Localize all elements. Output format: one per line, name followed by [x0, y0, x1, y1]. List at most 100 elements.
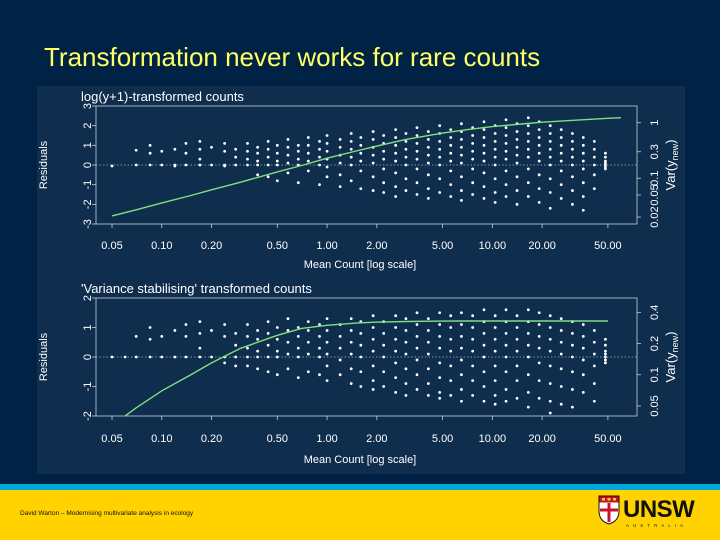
scatter-point	[504, 388, 508, 391]
y-tick-label: 2	[82, 123, 94, 129]
scatter-point	[426, 197, 430, 200]
scatter-point	[504, 134, 508, 137]
scatter-point	[359, 355, 363, 359]
footer-stripe	[0, 484, 720, 490]
scatter-point	[482, 399, 486, 403]
scatter-point	[256, 367, 260, 371]
scatter-point	[592, 382, 596, 385]
scatter-point	[325, 379, 329, 382]
scatter-point	[148, 143, 152, 147]
scatter-point	[493, 314, 497, 318]
figure-panel: log(y+1)-transformed counts 0.05 0.10 0.20 0…	[37, 86, 685, 474]
scatter-point	[571, 175, 574, 179]
scatter-point	[482, 343, 486, 347]
scatter-point	[504, 157, 508, 161]
scatter-point	[548, 382, 552, 385]
scatter-point	[471, 181, 475, 185]
scatter-point	[471, 167, 475, 171]
scatter-point	[325, 141, 329, 145]
scatter-point	[515, 364, 519, 368]
scatter-point	[415, 334, 419, 338]
scatter-point	[504, 126, 508, 130]
scatter-point	[415, 181, 419, 185]
scatter-point	[394, 151, 398, 155]
scatter-point	[504, 399, 508, 403]
scatter-point	[160, 149, 164, 153]
scatter-point	[359, 385, 363, 388]
scatter-point	[526, 405, 530, 409]
scatter-point	[548, 132, 552, 135]
scatter-point	[526, 373, 530, 377]
scatter-point	[548, 364, 552, 368]
scatter-point	[537, 151, 541, 155]
scatter-point	[571, 140, 574, 143]
x-tick-label: 50.00	[594, 433, 622, 445]
scatter-point	[426, 352, 430, 356]
scatter-point	[548, 191, 552, 194]
crest-icon	[598, 495, 620, 525]
scatter-point	[482, 332, 486, 335]
scatter-point	[338, 346, 342, 350]
scatter-point	[286, 161, 290, 165]
y2-tick-label: 0.05	[649, 395, 661, 416]
scatter-point	[559, 183, 563, 187]
scatter-point	[306, 136, 310, 139]
scatter-point	[223, 141, 227, 145]
scatter-point	[404, 352, 408, 356]
scatter-point	[581, 208, 585, 212]
y2-tick-label: 0.1	[649, 171, 661, 186]
scatter-point	[438, 391, 442, 394]
scatter-point	[438, 334, 442, 338]
scatter-point	[325, 175, 329, 179]
scatter-point	[592, 364, 596, 368]
scatter-point	[581, 373, 585, 377]
scatter-point	[382, 191, 386, 194]
scatter-point	[571, 355, 574, 359]
scatter-point	[371, 189, 375, 192]
scatter-point	[246, 334, 249, 338]
scatter-point	[559, 136, 563, 139]
scatter-point	[256, 337, 260, 341]
scatter-point	[604, 161, 607, 165]
scatter-point	[349, 367, 353, 371]
scatter-point	[604, 358, 607, 362]
scatter-point	[318, 346, 321, 350]
scatter-point	[493, 200, 497, 204]
scatter-point	[438, 346, 442, 350]
scatter-point	[296, 334, 300, 338]
scatter-point	[266, 370, 270, 374]
scatter-point	[571, 332, 574, 335]
scatter-point	[148, 355, 152, 359]
scatter-point	[471, 149, 475, 153]
scatter-point	[382, 370, 386, 374]
scatter-point	[559, 151, 563, 155]
scatter-point	[482, 128, 486, 131]
scatter-point	[210, 355, 213, 359]
scatter-point	[592, 173, 596, 177]
scatter-point	[256, 145, 260, 149]
scatter-point	[604, 337, 607, 341]
scatter-point	[581, 195, 585, 198]
scatter-point	[246, 141, 249, 145]
scatter-point	[286, 329, 290, 332]
scatter-point	[296, 355, 300, 359]
scatter-point	[246, 346, 249, 350]
scatter-point	[548, 163, 552, 167]
scatter-point	[134, 148, 138, 152]
scatter-point	[349, 382, 353, 385]
scatter-point	[559, 367, 563, 371]
scatter-point	[110, 355, 114, 359]
scatter-point	[371, 175, 375, 179]
scatter-point	[571, 132, 574, 135]
scatter-point	[338, 173, 342, 177]
scatter-point	[482, 159, 486, 163]
scatter-point	[275, 337, 279, 341]
scatter-point	[537, 311, 541, 315]
scatter-point	[296, 326, 300, 329]
scatter-point	[493, 393, 497, 397]
scatter-point	[438, 376, 442, 380]
scatter-point	[256, 355, 260, 359]
scatter-point	[266, 163, 270, 167]
scatter-point	[184, 151, 188, 155]
